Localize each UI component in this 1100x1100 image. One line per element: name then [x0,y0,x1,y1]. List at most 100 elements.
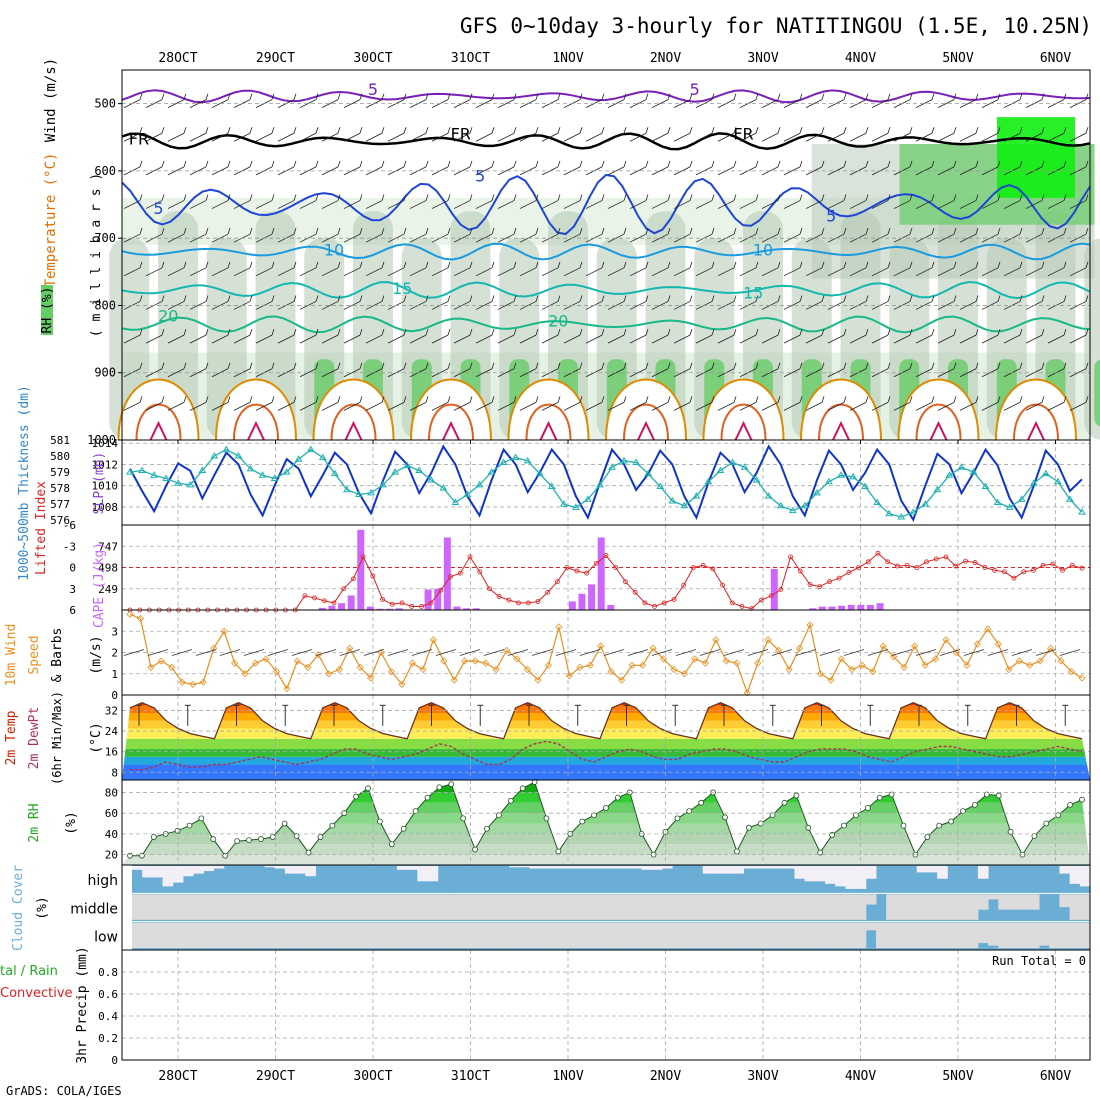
wind-barb [909,328,913,336]
wind-barb [321,233,339,243]
wind-barb [403,362,407,369]
cloud-clear-segment [753,866,765,869]
hottest-isotherm-loop [734,420,753,441]
wind-barb [293,160,297,168]
wind-barb [535,160,539,168]
wind-barb [651,402,669,411]
hottest-isotherm-loop [637,420,655,441]
wind-barb [997,261,1001,268]
wind-barb [783,402,801,411]
wind-barb [783,368,801,378]
wind-barb [453,99,471,108]
cloud-clear-segment [1018,894,1030,910]
wind-barb [629,334,647,344]
rh-panel-label: 2m RH [27,803,42,842]
thickness-point [367,488,375,496]
wind-barb [843,194,847,201]
thickness-point [150,471,158,478]
y-tick-label: 580 [50,450,70,463]
surface-wind-barb [171,649,193,656]
wind-barb [645,160,649,168]
surface-wind-barb [579,649,601,656]
wind-barb [981,334,999,344]
y-tick-label: 8 [111,766,118,779]
wind-barb [695,334,713,344]
wind-barb [777,228,781,235]
wind-barb [953,295,957,302]
wind-speed-point [712,636,720,644]
cloud-clear-segment [539,922,551,949]
wind-speed-point [1015,657,1023,665]
hottest-isotherm-loop [539,420,558,441]
wind-barb [161,261,165,268]
wind-barb [447,261,451,268]
wind-barb [667,362,671,369]
wind-barb [469,261,473,268]
wind-barb [167,267,185,277]
wind-barb [497,267,515,277]
wind-barb [607,200,625,209]
cloud-clear-segment [305,866,316,877]
thickness-point [921,500,930,507]
cloud-clear-segment [315,922,327,949]
y-tick-label: 1000 [87,433,116,447]
surface-wind-barb [1059,649,1081,656]
wind-barb [871,334,889,344]
x-tick-label-top: 5NOV [942,51,973,66]
thickness-point [1066,495,1074,502]
wind-barb [189,402,207,411]
thickness-point [1041,469,1050,477]
cloud-clear-segment [916,894,928,920]
cloud-clear-segment [682,922,694,949]
wind-barb [629,132,647,142]
wind-barb [915,166,933,176]
contour-label: 5 [826,206,836,225]
wind-barb [381,261,385,268]
cloud-clear-segment [794,894,806,920]
wind-barb [139,194,143,201]
wind-barb [651,166,669,176]
y-tick-label: 581 [50,434,70,447]
isotherm-line [121,280,1091,300]
cloud-clear-segment [916,866,928,873]
thickness-point [608,463,616,470]
dewpoint-line [130,740,1083,771]
wind-speed-point [513,655,521,663]
slp-line [129,444,1083,522]
wind-barb [277,334,295,344]
hot-isotherm-loop [1013,403,1059,441]
wind-barb [667,160,671,168]
wind-barb [359,396,363,403]
wind-barb [1063,295,1067,302]
wind-barb [799,261,803,268]
wind-barb [205,295,209,302]
thickness-point [933,485,942,493]
rh-band [122,854,1090,865]
rh-high-cell [1094,359,1100,427]
surface-wind-barb [963,649,985,656]
cape-bar [838,605,846,610]
wind-barb [271,127,275,134]
wind-barb [1063,194,1067,201]
hot-isotherm-loop [233,403,279,441]
wind-barb [337,194,341,201]
wind-barb [447,93,451,100]
wind-barb [249,396,253,403]
rh-point [424,794,431,801]
cloud-clear-segment [774,894,785,920]
wind-barb [1085,261,1089,268]
cloud-clear-segment [998,894,1009,910]
lifted-index-point [389,601,395,607]
wind-barb [139,261,143,268]
wind-barb [453,402,471,411]
wind-barb [843,328,847,336]
cloud-clear-segment [784,922,795,949]
thickness-point [837,471,845,478]
wind-barb [915,200,933,209]
wind-barb [381,93,385,100]
wind-barb [183,295,187,302]
wind-barb [645,295,649,302]
wind-barb [255,402,273,411]
lifted-index-point [438,587,444,593]
wind-barbs-label: & Barbs [50,628,65,683]
